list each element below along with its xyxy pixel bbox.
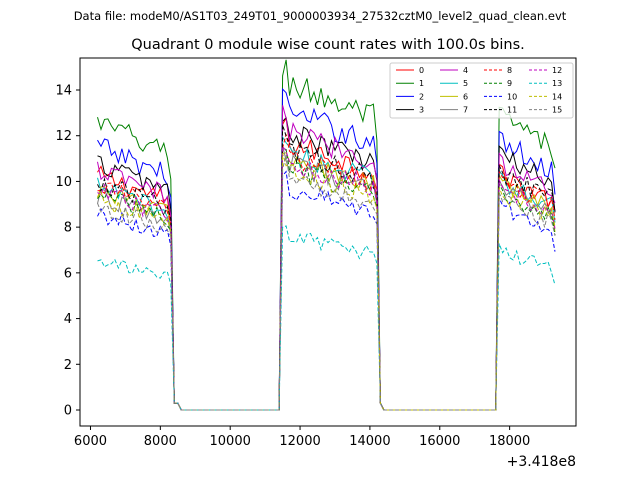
legend-label-9: 9 <box>507 79 512 88</box>
legend-label-8: 8 <box>507 66 512 75</box>
series-line-6 <box>97 152 556 411</box>
y-axis: 0 2 4 6 8 10 12 14 <box>55 84 80 419</box>
legend-label-1: 1 <box>419 79 424 88</box>
x-tick-label: 8000 <box>144 434 177 449</box>
legend-label-4: 4 <box>463 66 468 75</box>
x-tick-label: 14000 <box>349 434 390 449</box>
series-line-9 <box>97 147 556 411</box>
plot-area <box>79 57 577 427</box>
legend-label-0: 0 <box>419 66 424 75</box>
legend-box <box>389 62 574 119</box>
series-line-14 <box>97 153 556 411</box>
series-line-12 <box>97 145 556 411</box>
series-line-13 <box>97 225 556 411</box>
x-axis-offset-label: +3.418e8 <box>507 454 576 470</box>
legend-label-10: 10 <box>507 92 517 101</box>
series-lines <box>97 59 556 411</box>
y-tick-label: 0 <box>64 404 72 419</box>
y-tick-label: 6 <box>64 266 72 281</box>
x-tick-label: 12000 <box>279 434 320 449</box>
axes-frame <box>79 57 577 427</box>
x-axis: 6000 8000 10000 12000 14000 16000 18000 <box>74 426 530 449</box>
chart-title: Quadrant 0 module wise count rates with … <box>131 37 525 53</box>
legend-label-12: 12 <box>552 66 562 75</box>
legend-label-3: 3 <box>419 106 424 115</box>
series-line-2 <box>97 87 556 411</box>
legend-label-13: 13 <box>552 79 562 88</box>
y-tick-label: 10 <box>55 175 72 190</box>
x-tick-label: 10000 <box>210 434 251 449</box>
legend-label-7: 7 <box>463 106 468 115</box>
x-tick-label: 18000 <box>489 434 530 449</box>
series-line-0 <box>97 116 556 411</box>
series-line-7 <box>97 145 556 411</box>
y-tick-label: 4 <box>64 312 72 327</box>
legend-label-2: 2 <box>419 92 424 101</box>
x-tick-label: 6000 <box>74 434 107 449</box>
legend-label-5: 5 <box>463 79 468 88</box>
legend-label-14: 14 <box>552 92 562 101</box>
y-tick-label: 2 <box>64 358 72 373</box>
legend-label-6: 6 <box>463 92 468 101</box>
figure-suptitle: Data file: modeM0/AS1T03_249T01_90000039… <box>74 9 567 23</box>
y-tick-label: 12 <box>55 129 72 144</box>
legend-label-15: 15 <box>552 106 562 115</box>
series-line-15 <box>97 155 556 411</box>
series-line-3 <box>97 116 556 411</box>
y-tick-label: 8 <box>64 221 72 236</box>
x-tick-label: 16000 <box>419 434 460 449</box>
y-tick-label: 14 <box>55 84 72 99</box>
legend-label-11: 11 <box>507 106 517 115</box>
